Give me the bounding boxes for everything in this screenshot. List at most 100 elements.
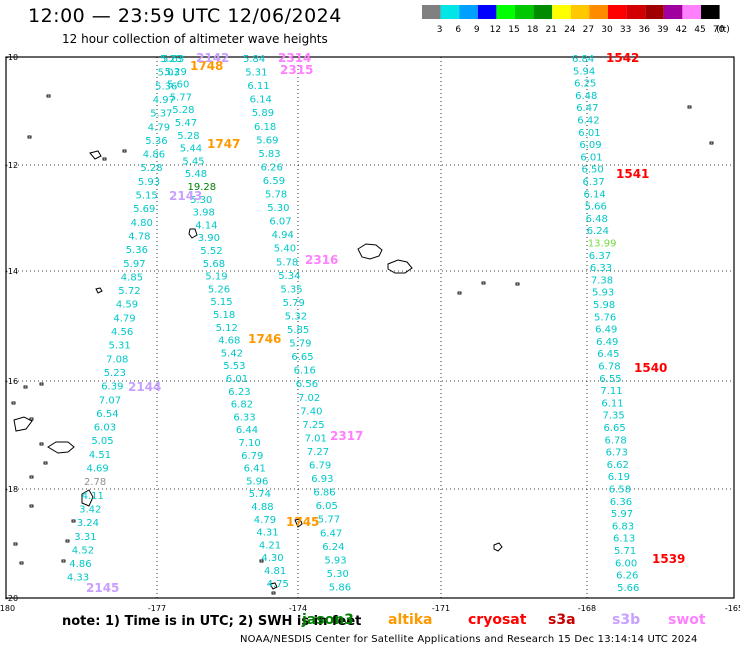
track-label: 2317 xyxy=(330,429,363,443)
colorbar-swatch xyxy=(570,5,590,19)
track-value: 4.51 xyxy=(89,450,111,461)
track-value: 5.97 xyxy=(123,259,145,270)
track-value: 6.44 xyxy=(236,425,258,436)
colorbar-tick: 36 xyxy=(638,25,650,35)
track-value: 5.78 xyxy=(276,257,298,268)
track-value: 3.31 xyxy=(74,532,96,543)
track-value: 6.33 xyxy=(590,263,612,274)
mission-jason3: jason3 xyxy=(302,612,354,628)
track-value: 4.97 xyxy=(153,95,175,106)
track-value: 6.82 xyxy=(231,400,253,411)
islet xyxy=(27,135,32,139)
colorbar-swatch xyxy=(459,5,478,19)
track-value: 6.48 xyxy=(575,91,597,102)
island-outline xyxy=(13,416,33,432)
track-value: 4.21 xyxy=(259,540,281,551)
track-value: 6.01 xyxy=(580,152,602,163)
track-value: 5.19 xyxy=(205,272,227,283)
colorbar-tick: 9 xyxy=(474,25,480,35)
track-value: 5.96 xyxy=(246,476,268,487)
track-value: 6.78 xyxy=(598,362,620,373)
islet xyxy=(65,539,70,543)
colorbar-swatch xyxy=(552,5,571,19)
track-value: 6.37 xyxy=(583,177,605,188)
track-value: 5.40 xyxy=(274,244,296,255)
track-value: 6.11 xyxy=(601,398,623,409)
island-outline xyxy=(294,518,303,528)
lat-label: -16 xyxy=(5,377,18,386)
map-axes: -10 -12 -14 -16 -18 -20-180 -177 -174 -171 -168 -1… xyxy=(0,53,740,613)
colorbar-tick: 3 xyxy=(437,25,443,35)
island-outline xyxy=(81,489,94,507)
islet xyxy=(39,382,44,386)
track-value: 7.11 xyxy=(600,386,622,397)
track-value: 5.31 xyxy=(109,341,131,352)
track-value: 6.49 xyxy=(596,337,618,348)
track-label: 1745 xyxy=(286,515,319,529)
colorbar-swatch xyxy=(608,5,627,19)
islet xyxy=(29,417,34,421)
track-value: 5.93 xyxy=(324,555,346,566)
track-value: 7.07 xyxy=(99,395,121,406)
track-value: 4.85 xyxy=(121,272,143,283)
track-value: 6.23 xyxy=(228,387,250,398)
track-value: 5.83 xyxy=(258,149,280,160)
track-value: 13.99 xyxy=(588,239,617,250)
islet xyxy=(122,149,127,153)
track-value: 5.32 xyxy=(285,311,307,322)
colorbar-swatch xyxy=(682,5,701,19)
islet xyxy=(102,157,107,161)
track-value: 5.72 xyxy=(118,286,140,297)
track-value: 6.33 xyxy=(233,412,255,423)
track-value: 6.26 xyxy=(616,571,638,582)
track-value: 5.63 xyxy=(162,54,184,65)
track-label: 1747 xyxy=(207,137,240,151)
track-value: 4.75 xyxy=(267,579,289,590)
track-value: 5.03 xyxy=(158,68,180,79)
track-value: 5.97 xyxy=(611,509,633,520)
track-value: 5.98 xyxy=(593,300,615,311)
track-value: 6.62 xyxy=(607,460,629,471)
island-outline xyxy=(47,441,75,454)
track-value: 5.85 xyxy=(287,325,309,336)
lon-label: -174 xyxy=(289,604,307,613)
track-value: 4.81 xyxy=(264,566,286,577)
page-subtitle: 12 hour collection of altimeter wave hei… xyxy=(62,32,328,46)
track-value: 4.86 xyxy=(143,150,165,161)
lat-label: -18 xyxy=(5,485,18,494)
track-value: 4.69 xyxy=(87,464,109,475)
track-value: 6.11 xyxy=(247,81,269,92)
track-value: 6.09 xyxy=(579,140,601,151)
track-value: 4.52 xyxy=(72,545,94,556)
colorbar-tick: 18 xyxy=(527,25,539,35)
lon-label: -180 xyxy=(0,604,15,613)
islet xyxy=(46,94,51,98)
track-value: 5.15 xyxy=(136,191,158,202)
track-value: 5.36 xyxy=(126,245,148,256)
colorbar-tick: 33 xyxy=(620,25,631,35)
track-value: 6.78 xyxy=(605,435,627,446)
track-value: 4.59 xyxy=(116,300,138,311)
colorbar-swatch xyxy=(533,5,553,19)
lat-label: -14 xyxy=(5,267,18,276)
islet xyxy=(687,105,692,109)
lon-label: -168 xyxy=(578,604,596,613)
track-value: 4.31 xyxy=(256,528,278,539)
track-value: 4.79 xyxy=(148,122,170,133)
track-value: 5.66 xyxy=(585,202,607,213)
track-value: 4.11 xyxy=(82,491,104,502)
track-label: 2143 xyxy=(169,189,202,203)
track-value: 19.28 xyxy=(188,182,217,193)
island-outline xyxy=(493,542,503,552)
track-label: 2314 xyxy=(278,51,311,65)
map-grid xyxy=(5,56,735,599)
track-value: 5.31 xyxy=(245,68,267,79)
track-value: 3.90 xyxy=(198,233,220,244)
track-value: 6.36 xyxy=(610,497,632,508)
islet xyxy=(29,504,34,508)
track-value: 5.44 xyxy=(180,144,202,155)
track-label: 2142 xyxy=(196,51,229,65)
track-label: 1539 xyxy=(652,552,685,566)
islet xyxy=(29,475,34,479)
track-value: 7.25 xyxy=(302,420,324,431)
